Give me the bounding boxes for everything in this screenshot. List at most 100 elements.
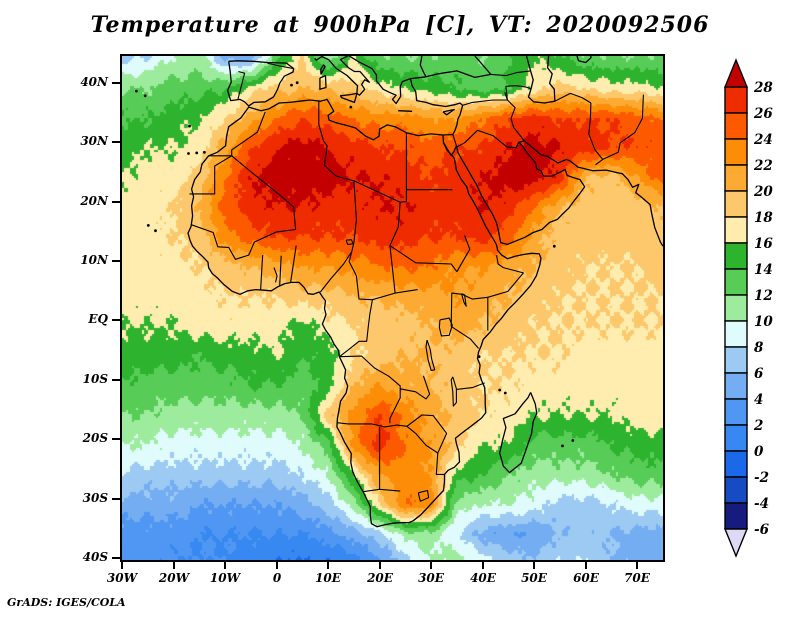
coastline-path <box>499 392 538 474</box>
lat-tick-mark <box>112 82 121 84</box>
lake-path <box>450 376 457 407</box>
lon-tick-mark <box>224 560 226 569</box>
coastline-path <box>398 110 413 112</box>
lat-tick-label: 20S <box>82 431 108 445</box>
border-path <box>406 414 448 454</box>
border-path <box>336 175 407 203</box>
coastline-path <box>442 142 457 156</box>
border-path <box>554 92 592 104</box>
border-path <box>490 70 531 77</box>
lat-tick-label: 20N <box>80 194 108 208</box>
lat-tick-label: 40N <box>80 75 108 89</box>
lon-tick-label: 20W <box>158 571 190 585</box>
island-dot <box>195 151 199 155</box>
border-path <box>417 489 430 502</box>
border-path <box>336 422 407 428</box>
coastline-path <box>525 56 556 104</box>
colorbar-box <box>724 398 748 426</box>
colorbar-label: -6 <box>754 522 770 538</box>
lat-tick-label: 30N <box>80 134 108 148</box>
lon-tick-mark <box>121 560 123 569</box>
colorbar-box <box>724 346 748 374</box>
colorbar-label: 16 <box>754 236 773 252</box>
border-path <box>456 382 485 390</box>
lat-tick-label: 10S <box>82 372 108 386</box>
colorbar-box <box>724 190 748 218</box>
colorbar-label: 4 <box>754 392 763 408</box>
lake-path <box>425 339 436 371</box>
island-dot <box>503 391 507 395</box>
border-path <box>406 425 439 454</box>
map-overlay-svg <box>135 56 663 528</box>
lon-tick-mark <box>430 560 432 569</box>
border-path <box>260 255 264 291</box>
colorbar-box <box>724 242 748 270</box>
border-path <box>189 155 232 195</box>
coastline-path <box>409 56 492 136</box>
border-path <box>588 102 604 166</box>
lon-tick-label: 70E <box>624 571 650 585</box>
island-dot <box>561 444 564 448</box>
border-path <box>339 299 373 358</box>
colorbar-box <box>724 372 748 400</box>
grads-credit: GrADS: IGES/COLA <box>7 596 126 609</box>
island-dot <box>188 124 191 128</box>
colorbar-label: 2 <box>753 418 763 434</box>
lat-tick-mark <box>112 260 121 262</box>
border-path <box>237 70 246 100</box>
colorbar-label: 26 <box>753 106 773 122</box>
border-path <box>289 245 297 284</box>
border-path <box>318 101 337 177</box>
lat-tick-label: EQ <box>88 312 108 326</box>
colorbar-box <box>724 112 748 140</box>
border-path <box>191 206 297 260</box>
colorbar-label: 22 <box>753 158 773 174</box>
lat-tick-mark <box>112 201 121 203</box>
border-path <box>602 94 644 160</box>
colorbar-label: -2 <box>754 470 769 486</box>
lon-tick-label: 10W <box>209 571 241 585</box>
lon-tick-label: 0 <box>272 571 282 585</box>
colorbar-label: 6 <box>754 366 764 382</box>
border-path <box>400 375 431 400</box>
island-dot <box>552 244 556 248</box>
colorbar-box <box>724 294 748 322</box>
lon-tick-label: 10E <box>315 571 341 585</box>
colorbar-box <box>724 450 748 478</box>
border-path <box>452 134 457 146</box>
border-path <box>339 355 401 424</box>
coastline-path <box>455 140 586 246</box>
lon-tick-label: 50E <box>521 571 547 585</box>
lat-tick-mark <box>112 379 121 381</box>
lon-tick-mark <box>276 560 278 569</box>
colorbar-label: 8 <box>754 340 764 356</box>
lon-tick-mark <box>327 560 329 569</box>
lon-tick-label: 30W <box>106 571 138 585</box>
colorbar-label: 12 <box>754 288 773 304</box>
island-dot <box>135 89 138 93</box>
colorbar-label: 14 <box>754 262 773 278</box>
lat-tick-label: 10N <box>80 253 108 267</box>
colorbar-box <box>724 268 748 296</box>
lon-tick-mark <box>585 560 587 569</box>
border-path <box>363 488 401 493</box>
coastline-path <box>187 98 542 528</box>
page-title: Temperature at 900hPa [C], VT: 202009250… <box>90 12 710 38</box>
colorbar-label: 20 <box>753 184 773 200</box>
lat-tick-label: 40S <box>82 550 108 564</box>
map-frame <box>120 54 665 562</box>
island-dot <box>203 150 206 154</box>
colorbar-label: 24 <box>753 132 773 148</box>
border-path <box>389 245 458 273</box>
lake-path <box>460 293 467 307</box>
coastline-path <box>576 56 592 64</box>
coastline-path <box>226 60 295 107</box>
colorbar-arrow-top <box>723 58 749 88</box>
lon-tick-label: 40E <box>470 571 496 585</box>
colorbar-box <box>724 502 748 530</box>
colorbar-label: 0 <box>754 444 764 460</box>
plot-area <box>122 56 663 560</box>
lon-tick-mark <box>533 560 535 569</box>
